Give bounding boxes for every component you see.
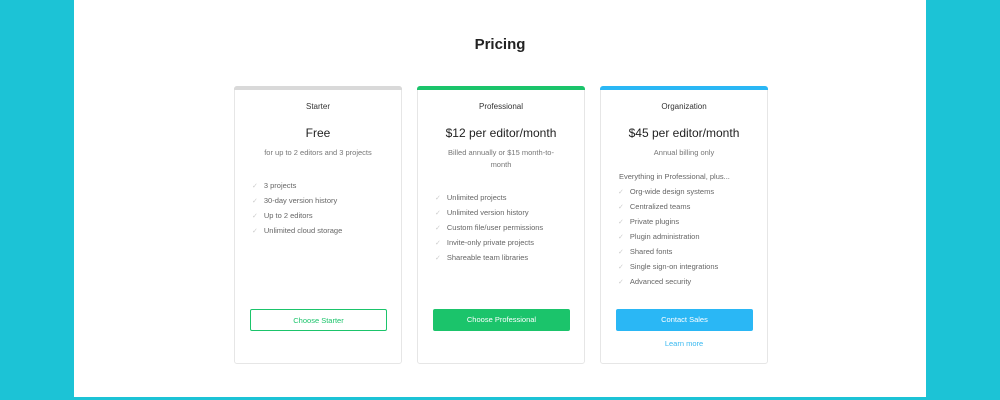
card-accent-bar: [600, 86, 768, 90]
plan-name: Starter: [305, 102, 330, 111]
plan-price: Free: [305, 126, 331, 140]
feature-item: ✓ Up to 2 editors: [252, 211, 313, 220]
plan-subtitle: Annual billing only: [653, 148, 715, 157]
feature-item: ✓ Advanced security: [618, 277, 692, 286]
choose-starter-button[interactable]: Choose Starter: [250, 309, 387, 331]
feature-item: ✓ Org-wide design systems: [618, 187, 715, 196]
feature-item: ✓ Unlimited version history: [435, 208, 529, 217]
page-title: Pricing: [474, 36, 526, 53]
check-icon: ✓: [252, 213, 258, 220]
contact-sales-button[interactable]: Contact Sales: [616, 309, 753, 331]
feature-item: ✓ Custom file/user permissions: [435, 223, 544, 232]
check-icon: ✓: [618, 204, 624, 211]
feature-list: ✓ 3 projects ✓ 30-day version history ✓ Up …: [252, 178, 401, 238]
plan-card-organization: Organization $45 per editor/month Annual…: [600, 86, 768, 364]
feature-item: ✓ Unlimited cloud storage: [252, 226, 343, 235]
feature-item: ✓ Invite-only private projects: [435, 238, 534, 247]
feature-item: ✓ Private plugins: [618, 217, 680, 226]
plan-price: $12 per editor/month: [445, 126, 557, 140]
check-icon: ✓: [435, 225, 441, 232]
plan-price: $45 per editor/month: [628, 126, 740, 140]
feature-item: ✓ Single sign-on integrations: [618, 262, 719, 271]
check-icon: ✓: [435, 255, 441, 262]
check-icon: ✓: [618, 189, 624, 196]
check-icon: ✓: [618, 249, 624, 256]
feature-item: ✓ Shareable team libraries: [435, 253, 529, 262]
feature-item: ✓ Shared fonts: [618, 247, 673, 256]
features-lead: Everything in Professional, plus...: [619, 172, 730, 181]
check-icon: ✓: [252, 228, 258, 235]
feature-item: ✓ 3 projects: [252, 181, 297, 190]
check-icon: ✓: [618, 279, 624, 286]
check-icon: ✓: [618, 234, 624, 241]
check-icon: ✓: [618, 219, 624, 226]
check-icon: ✓: [435, 210, 441, 217]
check-icon: ✓: [435, 195, 441, 202]
card-accent-bar: [417, 86, 585, 90]
plan-subtitle: Billed annually or $15 month-to-month: [448, 148, 554, 169]
feature-item: ✓ Unlimited projects: [435, 193, 507, 202]
learn-more-link[interactable]: Learn more: [664, 339, 704, 348]
feature-item: ✓ 30-day version history: [252, 196, 338, 205]
plan-subtitle: for up to 2 editors and 3 projects: [264, 148, 372, 157]
feature-list: ✓ Org-wide design systems ✓ Centralized te…: [618, 184, 767, 289]
check-icon: ✓: [435, 240, 441, 247]
check-icon: ✓: [252, 183, 258, 190]
plan-name: Organization: [661, 102, 707, 111]
choose-professional-button[interactable]: Choose Professional: [433, 309, 570, 331]
feature-list: ✓ Unlimited projects ✓ Unlimited version h…: [435, 190, 584, 265]
check-icon: ✓: [252, 198, 258, 205]
feature-item: ✓ Centralized teams: [618, 202, 691, 211]
plan-name: Professional: [478, 102, 524, 111]
feature-item: ✓ Plugin administration: [618, 232, 700, 241]
card-accent-bar: [234, 86, 402, 90]
plan-card-professional: Professional $12 per editor/month Billed…: [417, 86, 585, 364]
plan-card-starter: Starter Free for up to 2 editors and 3 p…: [234, 86, 402, 364]
pricing-panel: Pricing Starter Free for up to 2 editors…: [74, 0, 926, 397]
check-icon: ✓: [618, 264, 624, 271]
